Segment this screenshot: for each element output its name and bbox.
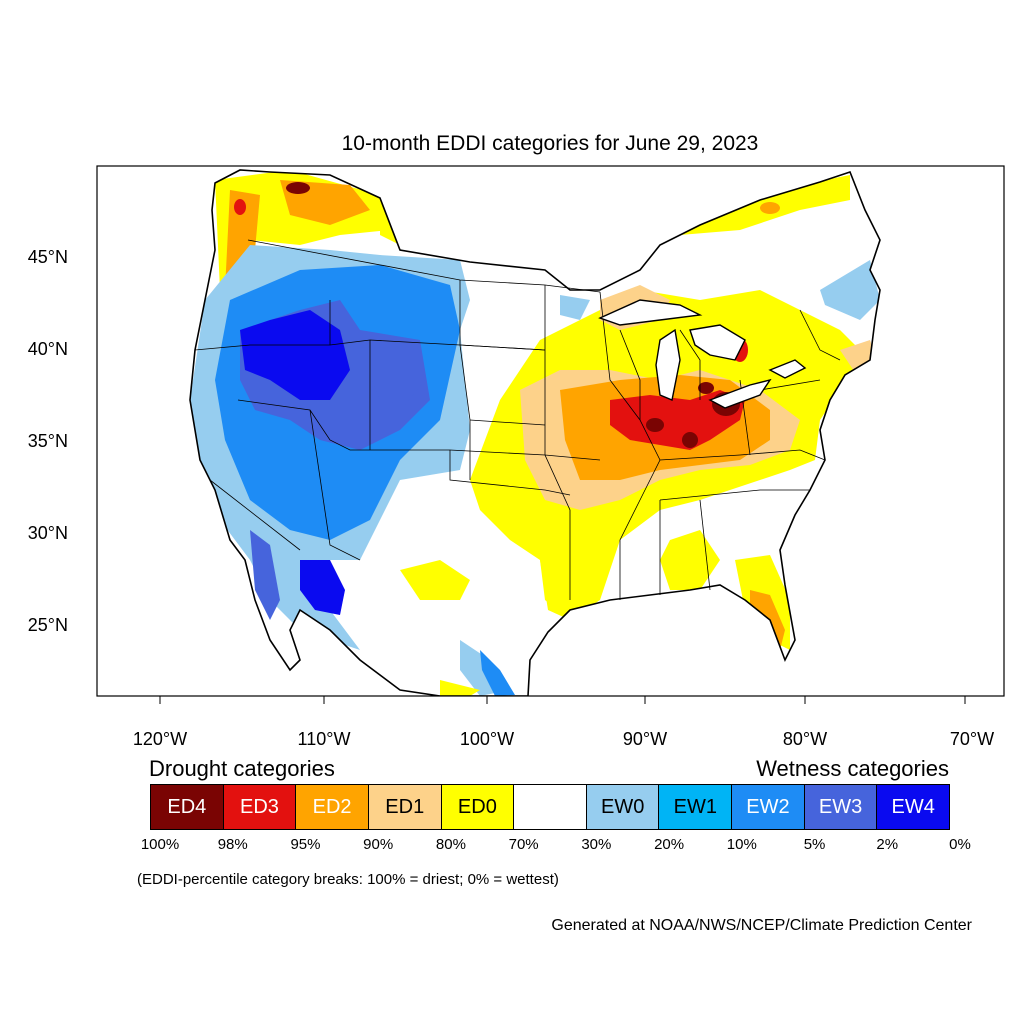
percentile-break-label: 70% xyxy=(508,836,539,853)
legend-category-box: ED3 xyxy=(223,785,297,829)
drought-categories-heading: Drought categories xyxy=(149,756,335,781)
percentile-break-label: 2% xyxy=(876,836,899,853)
lat-label: 40°N xyxy=(28,339,68,359)
great-lakes xyxy=(598,299,807,409)
legend-category-box: ED4 xyxy=(151,785,224,829)
category-breaks-note: (EDDI-percentile category breaks: 100% =… xyxy=(137,871,559,888)
percentile-break-label: 100% xyxy=(140,836,180,853)
category-legend: ED4 ED3 ED2 ED1 ED0 EW0 EW1 EW2 EW3 EW4 xyxy=(150,784,950,830)
legend-category-box: EW2 xyxy=(732,785,805,829)
percentile-break-label: 30% xyxy=(581,836,612,853)
percentile-break-label: 90% xyxy=(363,836,394,853)
legend-category-box: ED2 xyxy=(296,785,369,829)
legend-category-box: EW0 xyxy=(586,785,660,829)
legend-category-box: EW3 xyxy=(804,785,878,829)
lat-label: 35°N xyxy=(28,431,68,451)
lat-label: 30°N xyxy=(28,523,68,543)
map-frame xyxy=(96,165,1005,697)
percentile-break-label: 80% xyxy=(435,836,466,853)
coastline xyxy=(189,169,881,696)
lon-label: 90°W xyxy=(623,729,667,749)
lon-label: 110°W xyxy=(298,729,351,749)
lat-label: 25°N xyxy=(28,615,68,635)
eddi-map: 45°N 40°N 35°N 30°N 25°N 120°W 110°W 100… xyxy=(28,165,1005,749)
wetness-categories-heading: Wetness categories xyxy=(756,756,949,781)
lat-label: 45°N xyxy=(28,247,68,267)
lon-label: 120°W xyxy=(133,729,187,749)
legend-category-box: EW1 xyxy=(659,785,733,829)
percentile-break-label: 98% xyxy=(217,836,248,853)
legend-category-box: ED1 xyxy=(368,785,442,829)
lon-label: 70°W xyxy=(950,729,994,749)
legend-category-box xyxy=(514,785,587,829)
map-title: 10-month EDDI categories for June 29, 20… xyxy=(341,132,759,155)
credit-line: Generated at NOAA/NWS/NCEP/Climate Predi… xyxy=(551,917,972,934)
lon-label: 100°W xyxy=(460,729,514,749)
lon-label: 80°W xyxy=(783,729,827,749)
lon-tick-marks xyxy=(159,696,966,704)
legend-category-box: EW4 xyxy=(877,785,950,829)
percentile-break-label: 95% xyxy=(290,836,321,853)
axis-ticks xyxy=(89,257,97,625)
legend-category-box: ED0 xyxy=(441,785,515,829)
state-boundaries xyxy=(194,239,841,600)
percentile-break-label: 10% xyxy=(726,836,757,853)
percentile-break-label: 0% xyxy=(949,836,971,853)
percentile-break-label: 5% xyxy=(803,836,826,853)
percentile-break-label: 20% xyxy=(654,836,685,853)
